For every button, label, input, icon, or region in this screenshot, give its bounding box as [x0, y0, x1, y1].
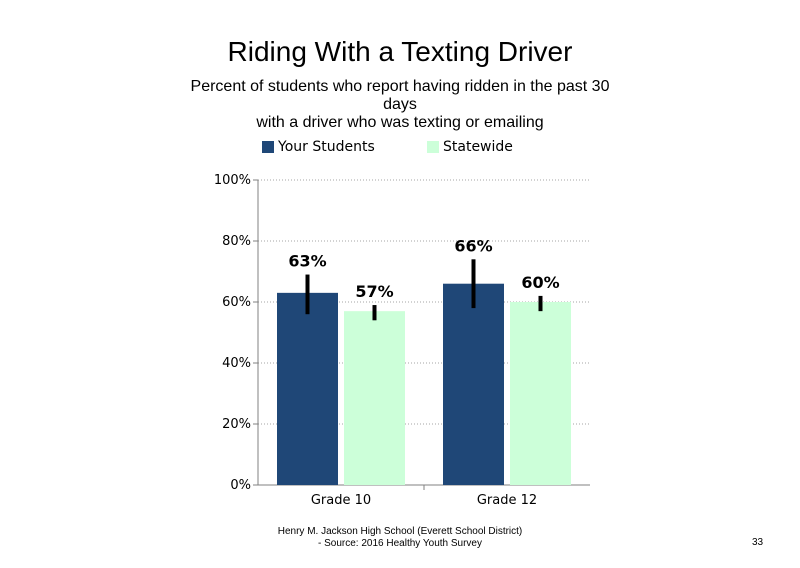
bar-your-students [277, 292, 338, 485]
y-tick-label: 80% [222, 234, 251, 249]
subtitle-line-1: Percent of students who report having ri… [190, 78, 610, 95]
chart-footer: Henry M. Jackson High School (Everett Sc… [220, 526, 580, 550]
y-tick-label: 20% [222, 417, 251, 432]
data-label: 57% [355, 282, 393, 301]
bar-statewide [510, 302, 571, 485]
x-tick-label: Grade 10 [311, 493, 371, 508]
footer-school: Henry M. Jackson High School (Everett Sc… [277, 526, 523, 537]
y-tick-label: 40% [222, 356, 251, 371]
data-label: 60% [521, 273, 559, 292]
data-label: 66% [454, 236, 492, 255]
y-tick-label: 0% [230, 478, 251, 493]
legend-item-your-students: Your Students [262, 139, 375, 155]
legend-label-statewide: Statewide [443, 139, 513, 155]
y-tick-label: 60% [222, 295, 251, 310]
x-tick-label: Grade 12 [477, 493, 537, 508]
chart-subtitle: Percent of students who report having ri… [150, 78, 650, 132]
legend-swatch-statewide [427, 141, 439, 153]
data-label: 63% [288, 252, 326, 271]
footer-source: - Source: 2016 Healthy Youth Survey [318, 538, 482, 549]
subtitle-line-3: with a driver who was texting or emailin… [256, 114, 544, 131]
subtitle-line-2: days [383, 96, 417, 113]
legend-swatch-your-students [262, 141, 274, 153]
chart-title: Riding With a Texting Driver [227, 36, 573, 67]
bar-statewide [344, 311, 405, 485]
legend-label-your-students: Your Students [278, 139, 375, 155]
y-tick-label: 100% [214, 173, 251, 188]
bar-your-students [443, 283, 504, 485]
legend-item-statewide: Statewide [427, 139, 513, 155]
page-number: 33 [752, 537, 764, 548]
